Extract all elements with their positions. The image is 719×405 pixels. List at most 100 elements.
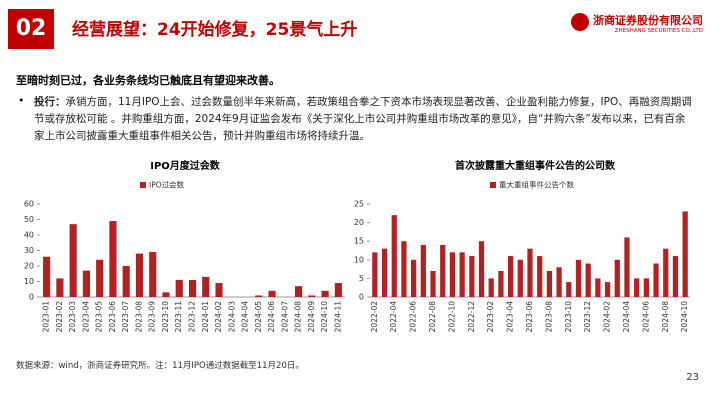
bar [334,283,342,297]
bar [69,224,77,297]
logo-text: 浙商证券股份有限公司 [593,14,703,27]
y-tick-label: 40 [24,231,34,240]
bar [96,259,104,297]
bar [517,259,523,297]
section-badge: 02 [8,9,54,49]
x-tick-label: 2023-03 [68,301,77,333]
x-tick-label: 2022-12 [467,301,476,333]
chart-title: IPO月度过会数 [150,159,221,172]
legend-swatch [140,182,146,188]
x-tick-label: 2023-08 [544,301,553,333]
x-tick-label: 2023-06 [108,301,117,333]
y-tick-label: 0 [29,293,34,302]
bar [308,295,316,297]
x-tick-label: 2023-02 [55,301,64,333]
bar [498,270,504,297]
x-tick-label: 2024-02 [603,301,612,333]
y-tick-label: 10 [354,255,364,264]
x-tick-label: 2024-11 [333,301,342,333]
bar [575,259,582,297]
x-tick-label: 2023-02 [486,301,495,333]
bar [109,221,117,297]
x-tick-label: 2024-08 [294,301,303,333]
bar [604,282,611,297]
bar [411,259,417,297]
bar [537,256,543,297]
logo-mark [571,13,589,31]
bar [643,278,649,297]
bar [391,215,397,297]
x-tick-label: 2023-05 [95,301,104,333]
bar [566,282,572,297]
legend-swatch [490,182,496,188]
bar [527,248,533,297]
bullet: 投行：承销方面，11月IPO上会、过会数量创半年来新高，若政策组合拳之下资本市场… [34,94,694,145]
x-tick-label: 2022-10 [447,301,456,333]
bar [149,252,157,297]
bar [255,295,263,297]
bar [469,256,475,297]
x-tick-label: 2022-02 [370,301,379,333]
x-tick-label: 2024-07 [280,301,289,333]
legend-label: IPO过会数 [149,180,185,190]
y-tick-label: 20 [354,218,364,227]
bar [653,263,659,297]
y-tick-label: 60 [24,200,34,209]
bar [202,276,210,297]
bar [546,270,553,297]
logo: 浙商证券股份有限公司 ZHESHANG SECURITIES CO.,LTD [571,12,703,34]
subtitle: 至暗时刻已过，各业务条线均已触底且有望迎来改善。 [16,74,280,87]
y-tick-label: 10 [24,277,34,286]
bar [401,241,407,297]
bar [162,292,170,297]
bar [634,278,640,297]
x-tick-label: 2024-09 [307,301,316,333]
bar [449,252,456,297]
x-tick-label: 2022-04 [389,301,398,333]
bar [56,278,64,297]
bar [135,253,144,297]
bar [478,241,485,297]
y-tick-label: 30 [24,246,34,255]
x-tick-label: 2024-04 [241,301,250,333]
x-tick-label: 2024-06 [267,301,276,333]
x-tick-label: 2024-10 [680,301,689,333]
x-tick-label: 2024-10 [320,301,329,333]
x-tick-label: 2024-08 [661,301,670,333]
bar [624,237,630,297]
x-tick-label: 2023-12 [188,301,197,333]
x-tick-label: 2023-01 [42,301,51,333]
x-tick-label: 2022-06 [409,301,418,333]
y-tick-label: 20 [24,262,34,271]
logo-text-en: ZHESHANG SECURITIES CO.,LTD [614,28,703,34]
x-tick-label: 2023-10 [564,301,573,333]
y-tick-label: 50 [24,215,34,224]
bar [682,211,688,297]
x-tick-label: 2023-04 [81,301,90,333]
x-tick-label: 2024-03 [227,301,236,333]
x-tick-label: 2023-09 [148,301,157,333]
x-tick-label: 2023-04 [506,301,515,333]
x-tick-label: 2024-04 [622,301,631,333]
y-tick-label: 15 [354,237,364,246]
x-tick-label: 2023-06 [525,301,534,333]
chart-title: 首次披露重大重组事件公告的公司数 [455,159,616,172]
bar [175,279,183,297]
legend-label: 重大重组事件公告个数 [499,180,574,190]
bar [43,256,51,297]
x-tick-label: 2022-08 [428,301,437,333]
bar [663,248,669,297]
y-tick-label: 0 [359,293,364,302]
bar [556,267,562,297]
bar [595,278,601,297]
bullet-dot: • [18,94,25,107]
bar [430,270,436,297]
x-tick-label: 2023-08 [134,301,143,333]
bar [507,256,514,297]
page-number: 23 [686,372,699,383]
bar [188,279,197,297]
bullet-text: 承销方面，11月IPO上会、过会数量创半年来新高，若政策组合拳之下资本市场表现显… [34,96,692,142]
y-tick-label: 5 [359,274,364,283]
bar [381,248,388,297]
